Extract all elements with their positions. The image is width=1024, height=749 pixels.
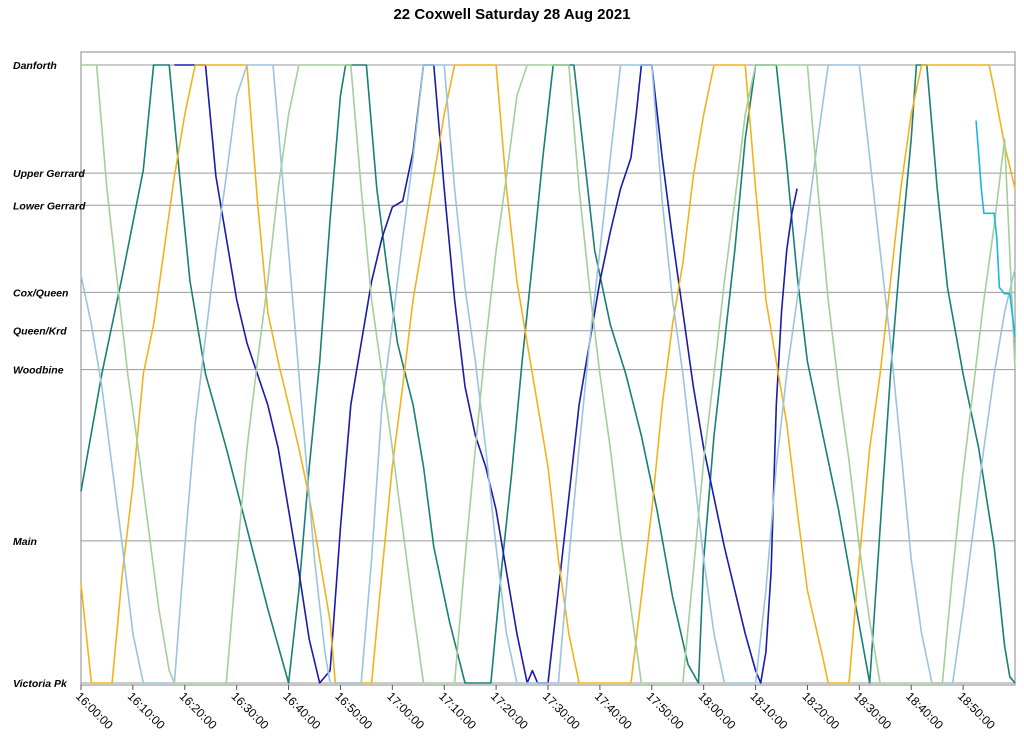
stop-label: Woodbine bbox=[13, 365, 64, 377]
x-tick-label: 16:20:00 bbox=[177, 689, 220, 732]
series-line-6 bbox=[975, 120, 1016, 337]
plot-area bbox=[80, 51, 1016, 686]
x-tick-label: 17:40:00 bbox=[592, 689, 635, 732]
x-tick-label: 17:20:00 bbox=[488, 689, 531, 732]
x-tick-label: 16:10:00 bbox=[125, 689, 168, 732]
stop-label: Victoria Pk bbox=[13, 678, 68, 690]
stop-label: Cox/Queen bbox=[13, 287, 68, 299]
stop-label: Lower Gerrard bbox=[13, 200, 86, 212]
x-tick-label: 17:30:00 bbox=[540, 689, 583, 732]
x-tick-label: 18:00:00 bbox=[696, 689, 739, 732]
chart-title: 22 Coxwell Saturday 28 Aug 2021 bbox=[393, 6, 631, 23]
x-tick-label: 16:30:00 bbox=[229, 689, 272, 732]
x-tick-label: 18:40:00 bbox=[903, 689, 946, 732]
time-axis: 16:00:00 16:10:00 16:20:00 16:30:00 16:40:00… bbox=[73, 685, 998, 732]
x-tick-label: 18:50:00 bbox=[955, 689, 998, 732]
stop-label: Upper Gerrard bbox=[13, 168, 85, 180]
x-tick-label: 16:40:00 bbox=[280, 689, 323, 732]
series-line-3 bbox=[80, 64, 1016, 684]
x-tick-label: 17:00:00 bbox=[384, 689, 427, 732]
x-tick-label: 17:50:00 bbox=[644, 689, 687, 732]
x-tick-label: 18:10:00 bbox=[747, 689, 790, 732]
series-lines bbox=[80, 64, 1016, 684]
series-line-4 bbox=[80, 64, 1016, 684]
x-tick-label: 18:20:00 bbox=[799, 689, 842, 732]
stop-label: Queen/Krd bbox=[13, 326, 67, 338]
x-tick-label: 16:00:00 bbox=[73, 689, 116, 732]
x-tick-label: 17:10:00 bbox=[436, 689, 479, 732]
series-line-1 bbox=[80, 64, 1016, 684]
x-tick-label: 16:50:00 bbox=[332, 689, 375, 732]
stop-label: Danforth bbox=[13, 60, 57, 72]
x-tick-label: 18:30:00 bbox=[851, 689, 894, 732]
series-line-5 bbox=[81, 64, 1016, 684]
stop-labels: Danforth Upper Gerrard Lower Gerrard Cox/Qu… bbox=[13, 60, 86, 690]
stop-label: Main bbox=[13, 536, 37, 548]
